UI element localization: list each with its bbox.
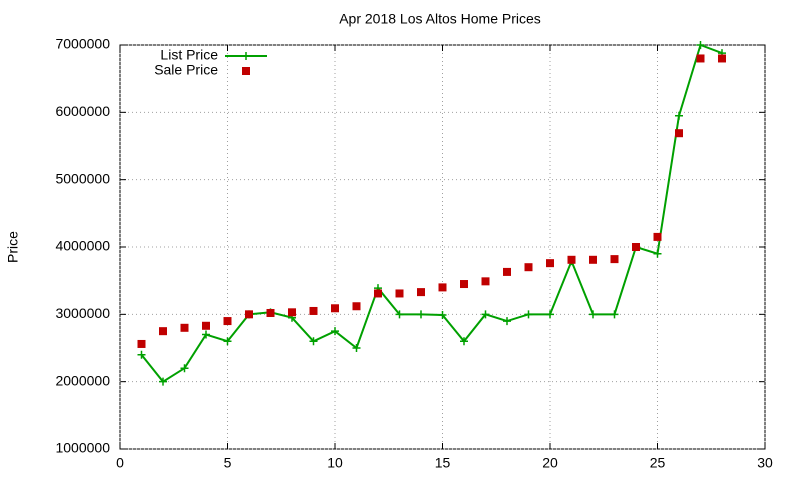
point-marker	[632, 243, 640, 251]
y-tick-label: 1000000	[55, 440, 110, 456]
point-marker	[395, 310, 404, 319]
point-marker	[546, 259, 554, 268]
point-marker	[352, 344, 361, 352]
point-marker	[438, 311, 447, 320]
x-tick-label: 5	[224, 455, 232, 471]
point-marker	[331, 327, 339, 336]
y-tick-label: 5000000	[55, 170, 110, 186]
point-marker	[202, 321, 210, 330]
point-marker	[675, 129, 683, 138]
point-marker	[524, 263, 533, 272]
point-marker	[481, 277, 490, 286]
point-marker	[567, 255, 576, 264]
point-marker	[546, 310, 554, 319]
point-marker	[610, 310, 619, 319]
point-marker	[460, 280, 468, 289]
y-tick-label: 3000000	[55, 305, 110, 321]
point-marker	[718, 54, 726, 63]
y-tick-label: 4000000	[55, 238, 110, 254]
point-marker	[266, 308, 275, 317]
legend-swatch	[242, 52, 250, 60]
point-marker	[675, 111, 683, 120]
point-marker	[309, 306, 318, 315]
x-tick-label: 30	[757, 455, 773, 471]
x-tick-label: 10	[327, 455, 343, 471]
point-marker	[610, 255, 619, 264]
series-line	[140, 43, 723, 383]
point-marker	[503, 317, 511, 326]
point-marker	[503, 267, 511, 276]
x-tick-label: 20	[542, 455, 558, 471]
legend-label: List Price	[160, 47, 218, 63]
point-marker	[137, 339, 146, 348]
point-marker	[438, 283, 447, 292]
point-marker	[524, 310, 533, 319]
point-marker	[180, 364, 189, 373]
chart-title: Apr 2018 Los Altos Home Prices	[339, 11, 541, 27]
x-tick-label: 15	[435, 455, 451, 471]
y-tick-label: 6000000	[55, 103, 110, 119]
point-marker	[331, 304, 339, 313]
point-marker	[223, 317, 232, 326]
x-tick-label: 25	[650, 455, 666, 471]
point-marker	[245, 310, 253, 319]
point-marker	[223, 337, 232, 346]
point-marker	[653, 232, 662, 241]
point-marker	[481, 310, 490, 319]
y-tick-label: 2000000	[55, 372, 110, 388]
point-marker	[288, 308, 296, 317]
point-marker	[417, 288, 425, 297]
legend-swatch	[242, 67, 250, 75]
point-marker	[653, 249, 662, 258]
point-marker	[159, 327, 167, 336]
point-marker	[460, 337, 468, 346]
point-marker	[159, 377, 167, 386]
point-marker	[202, 330, 210, 339]
point-marker	[395, 289, 404, 298]
point-marker	[696, 41, 705, 49]
point-marker	[696, 54, 705, 63]
point-marker	[309, 337, 318, 346]
point-marker	[589, 255, 597, 264]
point-marker	[352, 302, 361, 311]
point-marker	[137, 350, 146, 359]
point-marker	[180, 323, 189, 332]
y-tick-label: 7000000	[55, 36, 110, 52]
x-tick-label: 0	[116, 455, 124, 471]
y-axis-label: Price	[5, 231, 21, 263]
point-marker	[374, 289, 382, 298]
point-marker	[417, 310, 425, 319]
point-marker	[589, 310, 597, 319]
legend-label: Sale Price	[154, 62, 218, 78]
